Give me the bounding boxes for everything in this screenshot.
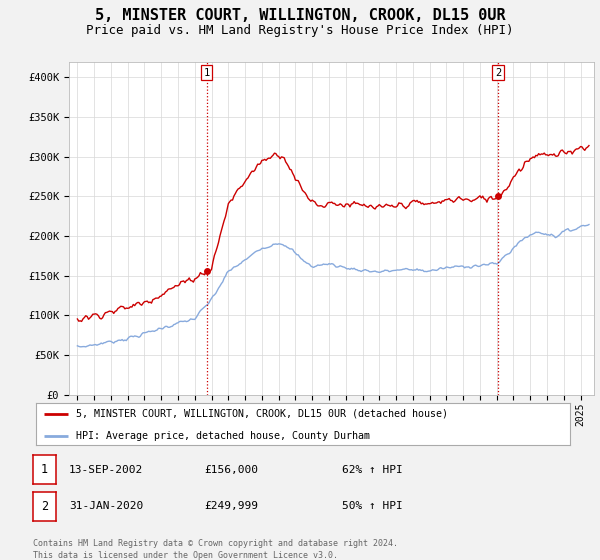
Text: £249,999: £249,999 xyxy=(204,501,258,511)
Text: 1: 1 xyxy=(203,68,210,78)
Text: 50% ↑ HPI: 50% ↑ HPI xyxy=(342,501,403,511)
Text: 1: 1 xyxy=(41,463,48,477)
Text: 62% ↑ HPI: 62% ↑ HPI xyxy=(342,465,403,475)
Text: HPI: Average price, detached house, County Durham: HPI: Average price, detached house, Coun… xyxy=(76,431,370,441)
Text: 2: 2 xyxy=(495,68,501,78)
Text: 5, MINSTER COURT, WILLINGTON, CROOK, DL15 0UR: 5, MINSTER COURT, WILLINGTON, CROOK, DL1… xyxy=(95,8,505,24)
Text: Price paid vs. HM Land Registry's House Price Index (HPI): Price paid vs. HM Land Registry's House … xyxy=(86,24,514,36)
Text: £156,000: £156,000 xyxy=(204,465,258,475)
Text: Contains HM Land Registry data © Crown copyright and database right 2024.
This d: Contains HM Land Registry data © Crown c… xyxy=(33,539,398,559)
Text: 13-SEP-2002: 13-SEP-2002 xyxy=(69,465,143,475)
Text: 31-JAN-2020: 31-JAN-2020 xyxy=(69,501,143,511)
Text: 2: 2 xyxy=(41,500,48,513)
Text: 5, MINSTER COURT, WILLINGTON, CROOK, DL15 0UR (detached house): 5, MINSTER COURT, WILLINGTON, CROOK, DL1… xyxy=(76,409,448,419)
